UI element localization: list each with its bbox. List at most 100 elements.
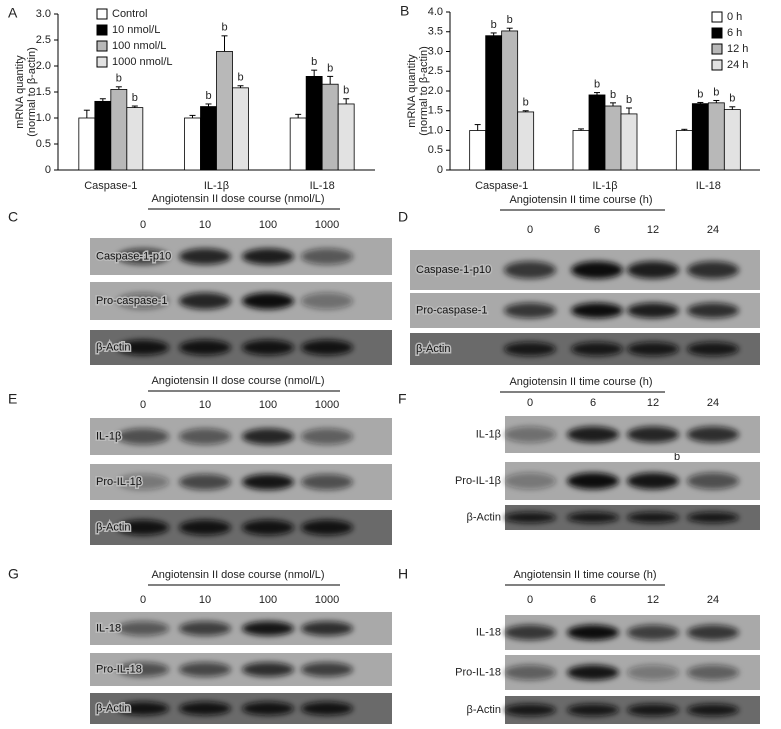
lane-label: 0 [527, 224, 533, 236]
band [567, 624, 619, 641]
band [627, 426, 679, 443]
significance-marker: b [594, 78, 600, 90]
panel-label: E [8, 391, 17, 407]
y-tick-label: 2.0 [428, 85, 443, 97]
significance-marker: b [523, 97, 529, 109]
band [567, 426, 619, 443]
legend-label: 24 h [727, 59, 748, 71]
band [301, 474, 353, 490]
bar [485, 35, 503, 171]
row-label: Caspase-1-p10 [416, 264, 491, 276]
band [571, 261, 623, 279]
y-tick-label: 1.0 [36, 112, 51, 124]
band [627, 341, 679, 357]
band [179, 474, 231, 490]
band [627, 302, 679, 319]
y-tick-label: 4.0 [428, 6, 443, 18]
significance-marker: b [327, 62, 333, 74]
lane-label: 0 [140, 399, 146, 411]
y-axis-label: mRNA quantity [14, 55, 26, 129]
bar [126, 107, 144, 171]
band [504, 703, 556, 717]
band [117, 701, 169, 716]
legend-swatch [711, 11, 723, 23]
lane-label: 1000 [315, 219, 339, 231]
band [687, 703, 739, 717]
row-label: β-Actin [96, 341, 130, 353]
band [301, 701, 353, 716]
x-tick-label: IL-18 [310, 180, 335, 192]
panel-label: B [400, 3, 409, 19]
band [242, 292, 294, 310]
band [301, 428, 353, 445]
bar [691, 103, 709, 171]
lane-label: 100 [259, 594, 277, 606]
band [571, 341, 623, 357]
bar [232, 87, 249, 171]
significance-marker: b [311, 56, 317, 68]
bar [200, 106, 217, 171]
band [242, 662, 294, 677]
band [687, 261, 739, 279]
band [627, 703, 679, 717]
legend-swatch [96, 40, 108, 52]
bar [321, 83, 339, 171]
legend-label: 100 nmol/L [112, 40, 166, 52]
row-label: IL-1β [476, 428, 501, 440]
band [504, 512, 556, 523]
stray-mark: b [674, 451, 680, 463]
lane-label: 0 [527, 594, 533, 606]
legend-swatch [711, 43, 723, 55]
band [179, 519, 231, 536]
row-label: Pro-IL-1β [96, 476, 142, 488]
band [301, 339, 353, 356]
y-tick-label: 1.5 [428, 105, 443, 117]
panel-label: A [8, 5, 18, 21]
x-tick-label: IL-1β [204, 180, 229, 192]
lane-label: 6 [594, 224, 600, 236]
significance-marker: b [221, 22, 227, 34]
bar [305, 76, 323, 171]
band [242, 248, 294, 265]
significance-marker: b [713, 86, 719, 98]
row-label: IL-1β [96, 430, 121, 442]
lane-label: 10 [199, 399, 211, 411]
band [567, 512, 619, 523]
legend-swatch [96, 8, 108, 20]
row-label: Pro-caspase-1 [96, 295, 168, 307]
band [504, 472, 556, 490]
band [687, 472, 739, 490]
legend-label: 10 nmol/L [112, 24, 160, 36]
y-tick-label: 0 [45, 164, 51, 176]
band [117, 474, 169, 490]
y-tick-label: 2.5 [428, 65, 443, 77]
band [242, 339, 294, 356]
x-tick-label: IL-1β [592, 180, 617, 192]
lane-label: 0 [140, 594, 146, 606]
lane-label: 6 [590, 594, 596, 606]
y-tick-label: 1.0 [428, 124, 443, 136]
panel-label: G [8, 566, 19, 582]
band [627, 261, 679, 279]
band [117, 292, 169, 310]
band [179, 662, 231, 677]
row-label: β-Actin [96, 521, 130, 533]
y-tick-label: 0.5 [36, 138, 51, 150]
lane-label: 1000 [315, 594, 339, 606]
panel-label: H [398, 566, 408, 582]
lane-label: 12 [647, 594, 659, 606]
y-tick-label: 1.5 [36, 86, 51, 98]
lane-label: 100 [259, 399, 277, 411]
bar [723, 109, 741, 171]
y-tick-label: 2.5 [36, 34, 51, 46]
band [504, 261, 556, 279]
bar [517, 111, 535, 171]
panel-label: F [398, 391, 407, 407]
legend-swatch [711, 27, 723, 39]
band [242, 428, 294, 445]
significance-marker: b [132, 92, 138, 104]
band [242, 701, 294, 716]
significance-marker: b [610, 89, 616, 101]
row-label: IL-18 [96, 622, 121, 634]
legend-swatch [96, 56, 108, 68]
